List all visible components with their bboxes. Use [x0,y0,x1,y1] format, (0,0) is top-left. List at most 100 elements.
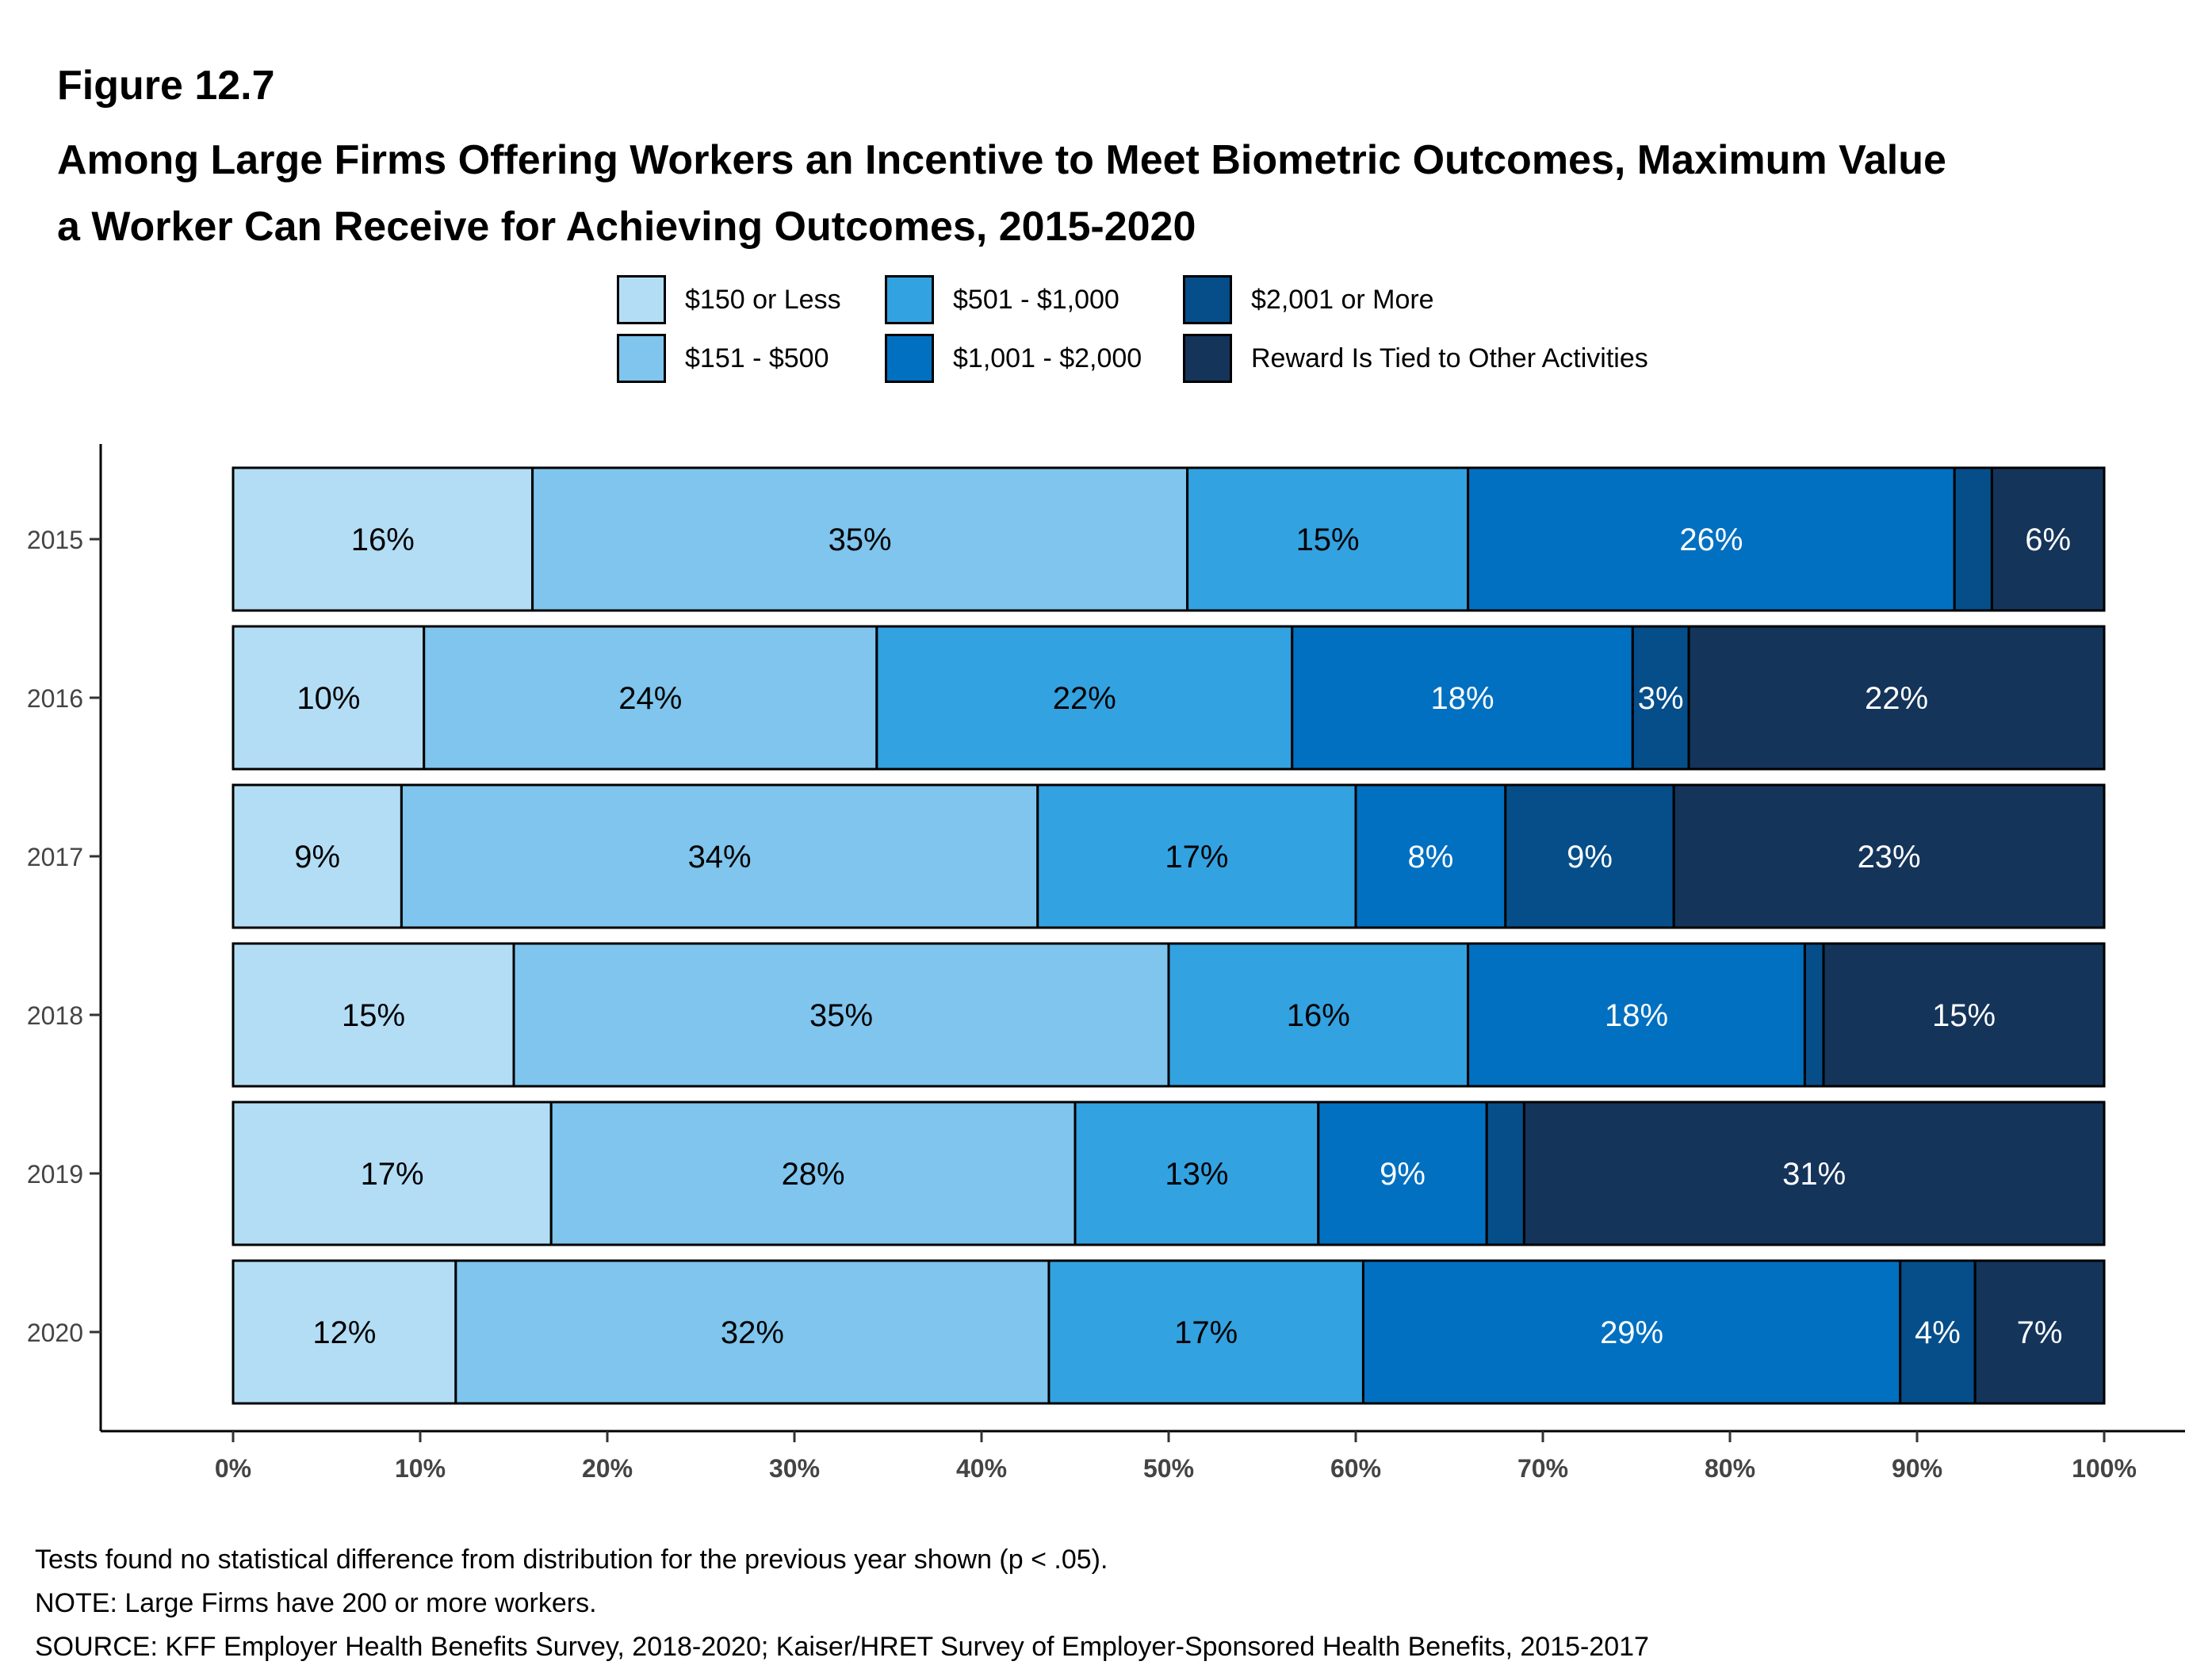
legend-item-151-500: $151 - $500 [617,333,829,384]
legend-swatch-150-or-less [617,275,666,324]
data-label: 6% [2025,523,2071,557]
y-tick-label: 2019 [27,1160,83,1189]
data-label: 35% [809,998,873,1033]
bar-segment [1687,625,2106,771]
legend-item-other-activities: Reward Is Tied to Other Activities [1183,333,1648,384]
data-label: 15% [1932,998,1996,1033]
figure-label: Figure 12.7 [57,63,275,109]
data-label: 3% [1638,681,1684,716]
bar-segment [1990,466,2106,612]
chart-notes: Tests found no statistical difference fr… [35,1538,1649,1669]
legend-label-other-activities: Reward Is Tied to Other Activities [1251,343,1648,373]
bar-segment [512,942,1170,1088]
bar-segment [1953,466,1993,612]
data-label: 18% [1430,681,1494,716]
data-label: 9% [294,840,340,875]
bar-segment [454,1259,1051,1405]
chart-title-line-1: Among Large Firms Offering Workers an In… [57,137,1946,183]
bar-segment [1822,942,2106,1088]
bar-segment [232,1101,553,1246]
data-label: 35% [829,523,892,557]
bar-segment [531,466,1189,612]
bar-segment [1803,942,1825,1088]
data-label: 9% [1567,840,1613,875]
legend-label-150-or-less: $150 or Less [685,284,841,315]
legend-swatch-1001-2000 [885,334,934,383]
legend-label-151-500: $151 - $500 [685,343,829,373]
bar-segment [232,466,534,612]
x-tick-label: 80% [1705,1454,1755,1483]
data-label: 17% [361,1157,424,1192]
chart-title-line-2: a Worker Can Receive for Achieving Outco… [57,204,1196,250]
y-tick-label: 2018 [27,1001,83,1030]
data-label: 32% [721,1315,784,1350]
chart-title: Among Large Firms Offering Workers an In… [57,127,2182,260]
x-tick-label: 30% [769,1454,820,1483]
data-label: 15% [342,998,405,1033]
y-tick-label: 2016 [27,684,83,713]
bar-segment [1047,1259,1364,1405]
data-label: 34% [688,840,752,875]
bar-segment [1291,625,1634,771]
bar-segment [1899,1259,1977,1405]
bar-segment [1186,466,1470,612]
note-large-firms: NOTE: Large Firms have 200 or more worke… [35,1588,597,1618]
legend-label-2001-or-more: $2,001 or More [1251,284,1434,315]
y-tick-label: 2015 [27,526,83,554]
legend-label-1001-2000: $1,001 - $2,000 [953,343,1142,373]
bar-segment [875,625,1294,771]
data-label: 23% [1858,840,1921,875]
x-tick-label: 50% [1143,1454,1194,1483]
note-source: SOURCE: KFF Employer Health Benefits Sur… [35,1632,1649,1662]
data-label: 17% [1165,840,1228,875]
data-label: 29% [1600,1315,1663,1350]
bar-segment [1354,783,1507,929]
bar-segment [1361,1259,1902,1405]
data-label: 16% [1287,998,1350,1033]
bar-segment [1317,1101,1488,1246]
x-tick-label: 100% [2072,1454,2137,1483]
data-label: 9% [1380,1157,1426,1192]
legend-item-150-or-less: $150 or Less [617,274,841,325]
data-label: 18% [1605,998,1668,1033]
data-label: 7% [2017,1315,2063,1350]
bar-segment [1467,942,1806,1088]
legend-swatch-501-1000 [885,275,934,324]
legend-swatch-2001-or-more [1183,275,1232,324]
legend-item-1001-2000: $1,001 - $2,000 [885,333,1142,384]
data-label: 26% [1679,523,1743,557]
x-tick-label: 0% [215,1454,251,1483]
data-label: 15% [1296,523,1360,557]
data-label: 17% [1174,1315,1238,1350]
bar-segment [1672,783,2106,929]
bar-segment [1167,942,1470,1088]
bar-segment [400,783,1039,929]
legend-swatch-other-activities [1183,334,1232,383]
bar-segment [423,625,878,771]
note-statistical-test: Tests found no statistical difference fr… [35,1545,1108,1575]
legend-item-501-1000: $501 - $1,000 [885,274,1119,325]
x-tick-label: 60% [1330,1454,1381,1483]
bar-segment [232,625,426,771]
data-label: 13% [1165,1157,1228,1192]
bar-segment [1036,783,1357,929]
y-tick-label: 2020 [27,1319,83,1347]
bar-segment [232,1259,457,1405]
legend-label-501-1000: $501 - $1,000 [953,284,1119,315]
data-label: 22% [1865,681,1928,716]
bar-segment [1073,1101,1320,1246]
data-label: 24% [618,681,682,716]
legend-swatch-151-500 [617,334,666,383]
data-label: 16% [351,523,415,557]
data-label: 12% [312,1315,376,1350]
legend-item-2001-or-more: $2,001 or More [1183,274,1434,325]
data-label: 31% [1782,1157,1846,1192]
data-label: 4% [1915,1315,1961,1350]
data-label: 28% [782,1157,845,1192]
bar-segment [1973,1259,2106,1405]
x-tick-label: 90% [1892,1454,1942,1483]
data-label: 8% [1407,840,1453,875]
data-label: 10% [297,681,360,716]
bar-segment [1631,625,1690,771]
